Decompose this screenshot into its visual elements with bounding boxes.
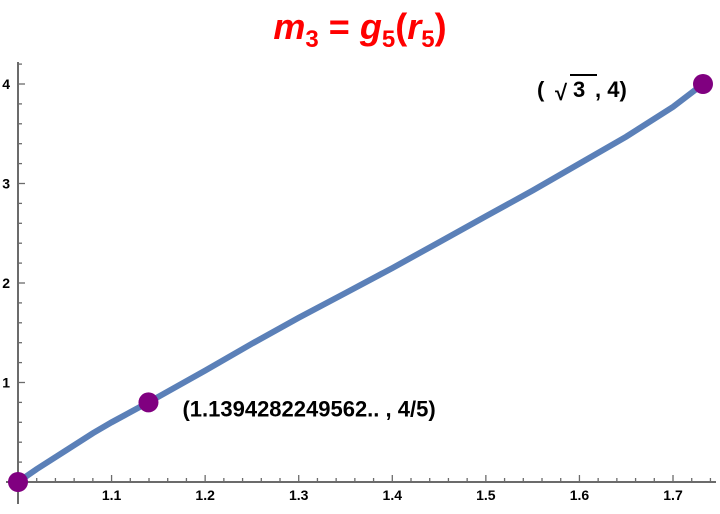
sqrt-symbol: √ (555, 80, 568, 105)
point-label-end-rest: , 4) (595, 77, 627, 102)
title-lhs-sub: 3 (305, 26, 319, 53)
y-tick-label: 3 (2, 176, 10, 192)
y-tick-label: 2 (2, 275, 10, 291)
title-open-paren: ( (395, 6, 408, 47)
x-tick-label: 1.3 (289, 487, 309, 503)
axis-tick-labels: 1.1 1.2 1.3 1.4 1.5 1.6 1.7 1 2 3 4 (2, 76, 683, 503)
series-line (15, 81, 706, 485)
title-close-paren: ) (434, 6, 447, 47)
highlight-points (8, 74, 713, 492)
x-tick-label: 1.2 (195, 487, 215, 503)
x-tick-label: 1.7 (663, 487, 683, 503)
x-tick-label: 1.5 (476, 487, 496, 503)
chart-title: m3 = g5(r5) (0, 6, 720, 54)
point-label-middle: (1.1394282249562.. , 4/5) (182, 396, 435, 421)
title-equals: = (328, 6, 350, 47)
title-func: g (359, 6, 382, 47)
highlight-point (8, 472, 28, 492)
y-tick-label: 1 (2, 375, 10, 391)
sqrt-radicand: 3 (573, 77, 585, 102)
axis-ticks (17, 63, 712, 482)
x-tick-label: 1.4 (383, 487, 403, 503)
x-tick-label: 1.1 (102, 487, 122, 503)
title-arg-sub: 5 (421, 26, 435, 53)
x-tick-label: 1.6 (570, 487, 590, 503)
highlight-point (138, 392, 159, 413)
point-label-end-open: ( (537, 77, 545, 102)
title-func-sub: 5 (381, 26, 396, 53)
highlight-point (693, 74, 713, 94)
point-label-end: ( √ 3 , 4) (537, 74, 627, 105)
point-labels: (1.1394282249562.. , 4/5) ( √ 3 , 4) (182, 74, 627, 421)
title-lhs-var: m (273, 6, 306, 47)
title-arg-var: r (407, 6, 422, 47)
y-tick-label: 4 (2, 76, 10, 92)
